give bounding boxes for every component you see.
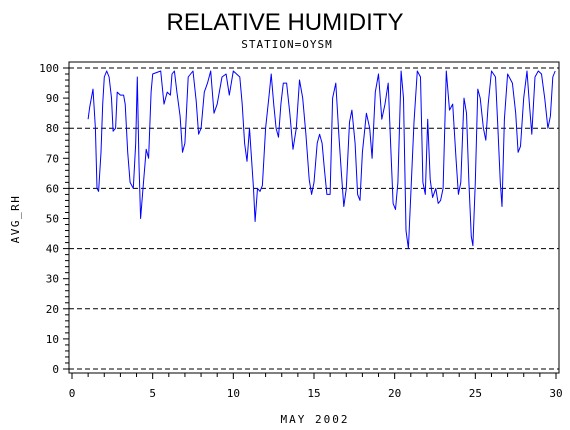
x-axis-label: MAY 2002 [281,413,350,426]
x-tick-label: 25 [469,387,482,400]
y-tick-label: 80 [46,122,59,135]
series-layer [87,70,556,250]
x-tick-label: 5 [149,387,156,400]
y-tick-label: 0 [52,363,59,376]
y-tick-label: 60 [46,182,59,195]
reference-lines [69,67,559,370]
y-tick-label: 50 [46,213,59,226]
y-axis: 0 10 20 30 40 50 60 70 80 90 100 [39,62,69,376]
series-line-0 [87,70,556,250]
plot-frame [68,61,560,374]
x-tick-label: 15 [307,387,320,400]
y-tick-label: 70 [46,152,59,165]
y-tick-label: 40 [46,243,59,256]
x-tick-label: 30 [549,387,562,400]
x-tick-label: 20 [388,387,401,400]
x-tick-label: 0 [69,387,76,400]
chart-subtitle: STATION=OYSM [241,38,332,51]
y-axis-label: AVG_RH [9,195,22,244]
x-axis: 0 5 10 15 20 25 30 [69,373,563,400]
y-tick-label: 10 [46,333,59,346]
y-tick-label: 20 [46,303,59,316]
chart-title: RELATIVE HUMIDITY [167,9,404,36]
y-tick-label: 30 [46,273,59,286]
y-tick-label: 100 [39,62,59,75]
x-tick-label: 10 [227,387,240,400]
y-tick-label: 90 [46,92,59,105]
